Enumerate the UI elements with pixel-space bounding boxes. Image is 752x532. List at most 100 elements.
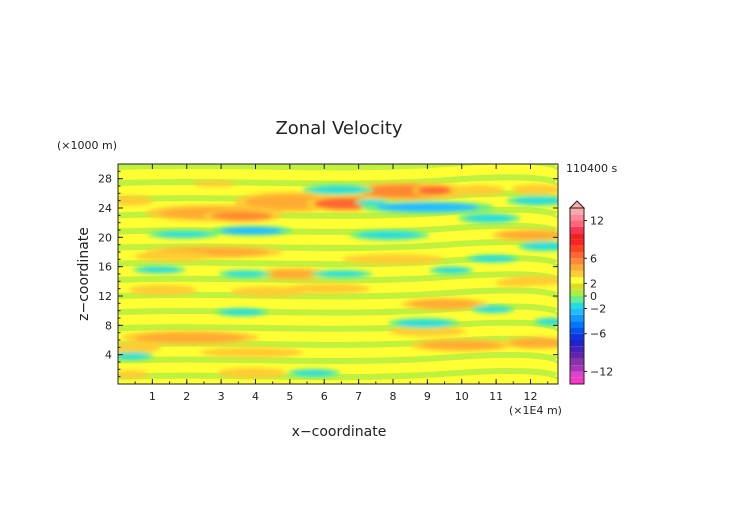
colorbar-swatch (570, 296, 584, 303)
contour-blob (197, 181, 232, 186)
x-axis-label: x−coordinate (292, 424, 387, 440)
contour-blob (317, 271, 366, 277)
contour-blob (420, 340, 503, 350)
colorbar-swatch (570, 346, 584, 353)
contour-blob (410, 299, 479, 309)
colorbar-swatch (570, 358, 584, 366)
contour-blob (221, 309, 263, 316)
colorbar-swatch (570, 270, 584, 278)
colorbar-tick-label: 0 (590, 290, 597, 303)
contour-blob (118, 353, 149, 360)
colorbar-swatch (570, 365, 584, 372)
x-tick-label: 2 (183, 390, 190, 403)
green-band (118, 368, 558, 381)
contour-blob (465, 214, 514, 222)
x-tick-label: 11 (489, 390, 503, 403)
y-axis: 4 8 12 16 20 24 28 (98, 170, 558, 378)
y-tick-label: 4 (105, 349, 112, 362)
contour-blob (523, 242, 558, 250)
green-band (118, 287, 558, 300)
y-tick-label: 8 (105, 319, 112, 332)
x-tick-label: 3 (218, 390, 225, 403)
colorbar-swatch (570, 252, 584, 259)
y-tick-label: 28 (98, 173, 112, 186)
colorbar-swatch (570, 308, 584, 315)
colorbar-swatch (570, 239, 584, 246)
colorbar-swatch (570, 321, 584, 328)
x-tick-label: 9 (424, 390, 431, 403)
colorbar-swatch (570, 333, 584, 340)
contour-blob (516, 186, 558, 194)
chart-title: Zonal Velocity (275, 118, 402, 139)
contour-blob (358, 199, 387, 205)
green-band (118, 351, 558, 364)
contour-blob (118, 371, 146, 378)
y-unit-label: (×1000 m) (57, 139, 117, 152)
contour-blob (210, 211, 273, 221)
x-tick-label: 8 (390, 390, 397, 403)
y-tick-label: 16 (98, 261, 112, 274)
green-band (118, 303, 558, 316)
colorbar-tick-label: −12 (590, 365, 613, 378)
time-label: 110400 s (566, 162, 617, 175)
contour-blob (238, 287, 301, 296)
y-tick-label: 12 (98, 290, 112, 303)
contour-blob (537, 318, 558, 325)
contour-blob (475, 306, 510, 313)
x-tick-label: 10 (455, 390, 469, 403)
colorbar-swatch (570, 377, 584, 384)
colorbar-swatch (570, 277, 584, 284)
colorbar-swatch (570, 233, 584, 240)
contour-blob (396, 327, 459, 335)
x-tick-label: 5 (286, 390, 293, 403)
contour-blob (499, 230, 558, 240)
contour-blob (210, 348, 294, 357)
contour-blob (396, 319, 452, 327)
contour-blob (472, 255, 514, 262)
colorbar-swatch (570, 264, 584, 271)
contour-blob (310, 186, 366, 194)
contour-blob (293, 370, 335, 376)
colorbar: 12 6 20−2 −6 −12 (568, 200, 613, 385)
colorbar-tick-label: 2 (590, 277, 597, 290)
y-axis-label: z−coordinate (76, 227, 92, 321)
colorbar-tick-label: −2 (590, 303, 606, 316)
contour-blob (358, 231, 421, 239)
colorbar-swatch (570, 302, 584, 309)
contour-blob (135, 286, 191, 294)
contour-blob (499, 279, 534, 286)
contour-blob (458, 186, 500, 195)
colorbar-tick-label: 6 (590, 252, 597, 265)
contour-blob (513, 197, 558, 205)
colorbar-tick-label: 12 (590, 215, 604, 228)
contour-blob (142, 252, 204, 261)
contour-blob (434, 267, 469, 274)
colorbar-swatch (570, 352, 584, 359)
colorbar-extend-arrow (568, 200, 586, 209)
colorbar-swatch (570, 371, 584, 378)
contour-blob (262, 269, 325, 279)
contour-layer (118, 180, 558, 379)
contour-blob (224, 369, 280, 377)
colorbar-swatch (570, 340, 584, 347)
x-tick-label: 12 (524, 390, 538, 403)
colorbar-swatch (570, 245, 584, 252)
contour-blob (138, 266, 180, 273)
x-axis: 1 2 3 4 5 6 7 8 9 10 11 12 (134, 164, 549, 403)
contour-blob (118, 344, 156, 352)
contour-blob (351, 255, 435, 263)
colorbar-swatch (570, 226, 584, 234)
colorbar-swatch (570, 314, 584, 322)
x-tick-label: 1 (149, 390, 156, 403)
contour-blob (118, 197, 149, 205)
contour-blob (221, 227, 283, 235)
colorbar-swatch (570, 214, 584, 221)
colorbar-swatch (570, 220, 584, 227)
colorbar-swatch (570, 289, 584, 296)
contour-blob (375, 202, 479, 212)
contour-blob (135, 332, 246, 343)
y-tick-label: 24 (98, 202, 112, 215)
contour-blob (155, 231, 211, 238)
colorbar-swatch (570, 258, 584, 265)
